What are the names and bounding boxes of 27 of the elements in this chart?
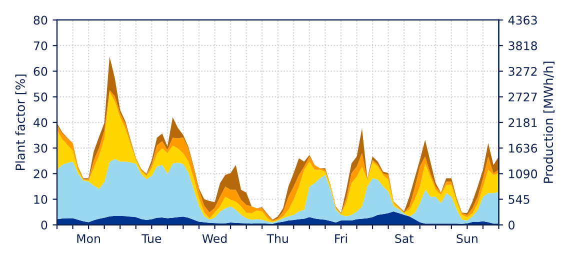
y-tick-label: 10 [34,194,48,204]
y2-tick-label: 2181 [508,118,537,128]
y2-tick-label: 3818 [508,41,538,50]
y2-tick-label: 1090 [509,169,538,178]
x-tick-label: Fri [335,234,347,243]
x-tick-label: Sat [395,234,414,244]
x-tick-label: Sun [456,234,478,244]
y2-tick-label: 4363 [508,16,537,25]
y-tick-label: 20 [34,169,48,178]
x-tick-label: Thu [266,234,288,244]
y-tick-label: 50 [34,92,48,102]
y-tick-label: 70 [34,41,48,50]
y2-tick-label: 1636 [509,144,538,153]
y2-tick-label: 2727 [508,92,537,102]
y2-axis-title: Production [MWh/h] [543,62,555,183]
y2-tick-label: 0 [508,220,515,230]
y-tick-label: 30 [34,144,48,153]
x-tick-label: Tue [142,234,162,244]
y-tick-label: 40 [34,118,48,128]
x-tick-label: Mon [77,234,100,244]
x-tick-label: Wed [202,234,227,244]
y2-tick-label: 545 [508,195,530,204]
y2-tick-label: 3272 [508,66,537,76]
y-tick-label: 80 [34,16,48,25]
y-axis-title: Plant factor [%] [15,74,26,170]
y-tick-label: 0 [41,220,48,230]
y-tick-label: 60 [34,66,48,76]
